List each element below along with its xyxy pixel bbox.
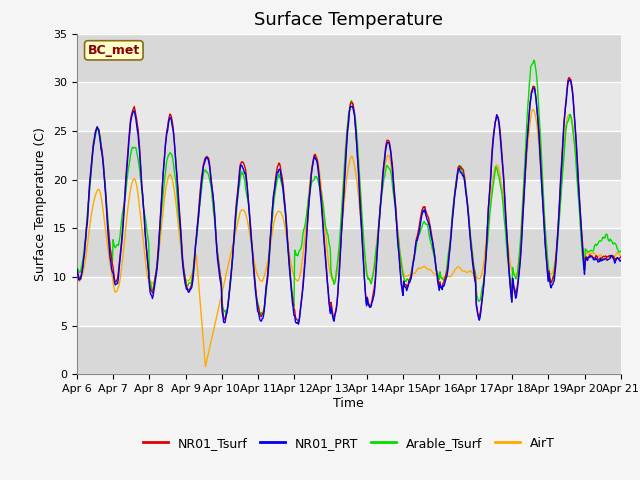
X-axis label: Time: Time [333, 397, 364, 410]
Legend: NR01_Tsurf, NR01_PRT, Arable_Tsurf, AirT: NR01_Tsurf, NR01_PRT, Arable_Tsurf, AirT [138, 432, 560, 455]
Bar [77, 180, 621, 228]
Bar [77, 228, 621, 277]
Title: Surface Temperature: Surface Temperature [254, 11, 444, 29]
Bar [77, 326, 621, 374]
Bar [77, 277, 621, 326]
Bar [77, 34, 621, 82]
Y-axis label: Surface Temperature (C): Surface Temperature (C) [35, 127, 47, 281]
Text: BC_met: BC_met [88, 44, 140, 57]
Bar [77, 131, 621, 180]
Bar [77, 82, 621, 131]
